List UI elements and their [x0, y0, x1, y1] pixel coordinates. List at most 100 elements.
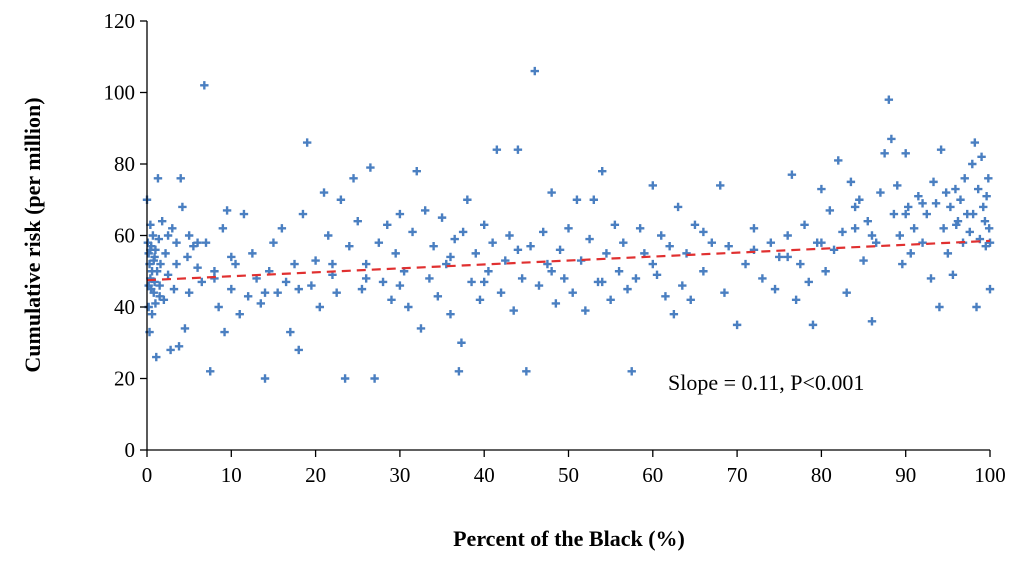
data-point [547, 267, 556, 276]
data-point [496, 288, 506, 297]
data-point [526, 242, 535, 251]
data-point [661, 292, 670, 301]
data-point [227, 284, 236, 294]
data-point [775, 252, 784, 262]
x-tick-label: 80 [811, 463, 832, 487]
x-axis-title: Percent of the Black (%) [453, 526, 685, 551]
data-point [315, 302, 325, 312]
data-point [454, 367, 464, 376]
data-point [804, 277, 813, 287]
data-point [707, 238, 717, 247]
data-point [513, 245, 523, 254]
data-point [598, 166, 607, 176]
data-point [623, 284, 632, 294]
data-point [248, 249, 257, 258]
data-point [290, 259, 299, 269]
data-point [901, 149, 910, 158]
data-point [817, 184, 826, 194]
data-point [513, 145, 523, 154]
data-point [665, 242, 674, 251]
data-point [180, 324, 190, 333]
y-tick-label: 100 [104, 81, 136, 105]
data-point [931, 199, 941, 208]
data-point [361, 259, 371, 269]
data-point [918, 199, 927, 208]
data-point [235, 309, 244, 319]
data-point [370, 374, 379, 383]
data-point [345, 242, 354, 251]
data-point [800, 220, 809, 229]
data-point [960, 174, 969, 183]
x-tick-label: 20 [305, 463, 326, 487]
data-point [155, 292, 164, 301]
data-point [980, 217, 990, 226]
data-point [168, 224, 177, 233]
data-point [184, 288, 194, 297]
data-point [909, 224, 919, 233]
data-point [568, 288, 577, 297]
data-point [332, 288, 341, 297]
data-point [492, 145, 502, 154]
data-point [834, 156, 843, 165]
data-point [855, 195, 864, 204]
data-point [598, 277, 607, 287]
data-point [480, 220, 489, 229]
data-point [387, 295, 396, 305]
data-point [206, 367, 215, 376]
y-tick-label: 40 [114, 295, 135, 319]
y-tick-label: 60 [114, 224, 135, 248]
data-point [619, 238, 628, 247]
data-point [850, 202, 860, 212]
data-point [859, 256, 868, 265]
data-point [936, 145, 946, 154]
x-tick-label: 40 [474, 463, 495, 487]
data-point [867, 231, 877, 240]
data-point [450, 234, 459, 244]
x-tick-label: 100 [974, 463, 1006, 487]
data-point [172, 259, 181, 269]
data-point [433, 292, 443, 301]
x-tick-label: 0 [142, 463, 153, 487]
data-point [383, 220, 392, 229]
data-point [153, 174, 163, 183]
x-tick-label: 90 [895, 463, 916, 487]
data-point [939, 224, 948, 233]
data-point [277, 224, 287, 233]
data-point [178, 202, 187, 212]
data-point [560, 274, 569, 283]
data-point [968, 159, 977, 169]
data-point [174, 342, 184, 351]
data-point [534, 281, 544, 290]
data-point [183, 252, 192, 262]
data-point [884, 95, 894, 104]
data-point [956, 195, 965, 204]
data-point [551, 299, 561, 308]
data-point [457, 338, 466, 347]
data-point [442, 259, 451, 269]
data-point [808, 320, 818, 330]
data-point [231, 259, 240, 269]
data-point [302, 138, 312, 147]
data-point [484, 267, 493, 276]
data-point [286, 327, 295, 337]
data-point [149, 288, 158, 297]
data-point [943, 249, 953, 258]
data-point [539, 227, 548, 237]
data-point [189, 242, 198, 251]
data-point [741, 259, 750, 269]
data-point [669, 309, 679, 319]
data-point [147, 309, 157, 319]
data-point [446, 252, 455, 262]
data-point [585, 234, 594, 244]
data-point [783, 252, 792, 262]
data-point [732, 320, 742, 330]
data-point [144, 281, 153, 290]
data-point [161, 249, 170, 258]
data-point [201, 238, 211, 247]
data-point [555, 245, 565, 254]
data-point [951, 184, 960, 194]
data-point [458, 227, 468, 237]
data-point [842, 288, 851, 297]
data-point [163, 270, 173, 280]
data-point [690, 220, 700, 229]
